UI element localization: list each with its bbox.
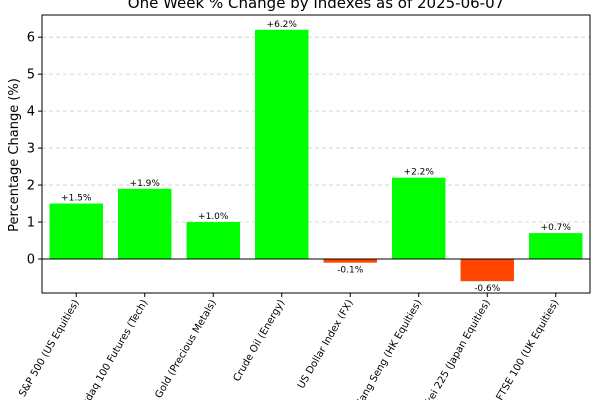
x-tick-label-2: Gold (Precious Metals): [153, 298, 218, 400]
data-label-5: +2.2%: [404, 168, 435, 178]
x-tick-label-5: Hang Seng (HK Equities): [353, 298, 424, 400]
y-tick-label-2: 2: [27, 179, 35, 194]
x-tick-label-3: Crude Oil (Energy): [232, 298, 288, 384]
bar-4: [323, 258, 377, 263]
x-tick-label-6: Nikkei 225 (Japan Equities): [416, 298, 493, 400]
bar-1: [118, 188, 172, 259]
bar-5: [392, 177, 446, 259]
x-tick-label-4: US Dollar Index (FX): [296, 298, 356, 391]
bar-3: [255, 29, 309, 259]
data-labels: +1.5% +1.9% +1.0% +6.2% -0.1% +2.2% -0.6% +0.7%: [61, 20, 571, 294]
y-tick-label-5: 5: [27, 68, 35, 83]
data-label-4: -0.1%: [337, 266, 364, 276]
data-label-2: +1.0%: [198, 212, 229, 222]
y-tick-label-1: 1: [27, 216, 35, 231]
x-tick-label-7: FTSE 100 (UK Equities): [495, 298, 562, 400]
x-tick-label-1: Nasdaq 100 Futures (Tech): [74, 298, 150, 400]
data-label-0: +1.5%: [61, 194, 92, 204]
data-label-1: +1.9%: [130, 179, 161, 189]
y-tick-label-4: 4: [27, 105, 35, 120]
y-tick-label-3: 3: [27, 142, 35, 157]
data-label-6: -0.6%: [474, 284, 501, 294]
bar-7: [529, 233, 583, 259]
y-axis-label: Percentage Change (%): [7, 78, 22, 232]
bar-0: [49, 203, 103, 259]
axes: [38, 14, 591, 297]
data-label-7: +0.7%: [541, 223, 572, 233]
y-tick-label-0: 0: [27, 252, 35, 267]
y-tick-label-6: 6: [27, 31, 35, 46]
data-label-3: +6.2%: [267, 20, 298, 30]
chart-title: One Week % Change by Indexes as of 2025-…: [128, 0, 504, 12]
bar-2: [186, 222, 240, 259]
bar-6: [460, 258, 514, 282]
x-tick-label-0: S&P 500 (US Equities): [17, 298, 82, 399]
plot-frame: [41, 14, 591, 294]
bars: [49, 29, 583, 282]
